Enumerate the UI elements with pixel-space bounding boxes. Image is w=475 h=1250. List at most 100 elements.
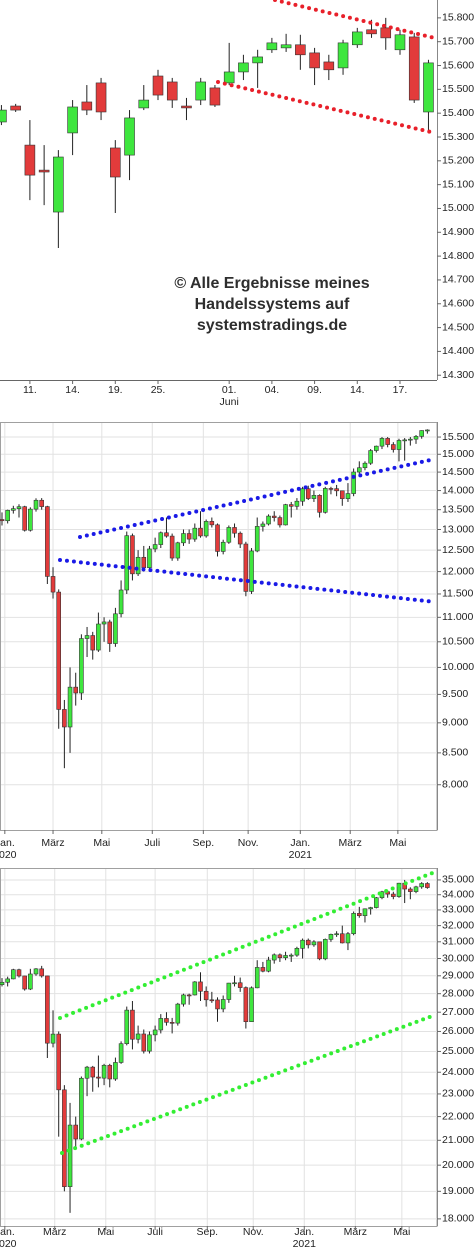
y-tick-label: 10.000	[442, 661, 474, 673]
y-tick-label: 35.000	[442, 874, 474, 886]
candle-body	[277, 954, 283, 959]
candle-body	[334, 488, 339, 492]
candle-body	[110, 147, 121, 178]
candle-body	[130, 535, 135, 575]
candle-body	[396, 882, 402, 897]
candle-body	[408, 888, 413, 892]
x-tick-label: 19.	[108, 384, 123, 396]
y-tick-label: 21.000	[442, 1134, 474, 1146]
candle-body	[203, 521, 209, 537]
candle-body	[158, 532, 164, 545]
candle-body	[10, 105, 21, 111]
candle-body	[84, 635, 90, 639]
candle-body	[271, 515, 277, 518]
y-tick-label: 15.000	[442, 202, 474, 214]
candle-body	[198, 527, 203, 537]
candle-body	[328, 488, 334, 490]
candle-body	[175, 1003, 181, 1024]
candle-body	[352, 31, 363, 46]
candle-body	[260, 967, 266, 972]
y-tick-label: 14.700	[442, 274, 474, 286]
candle-body	[368, 450, 373, 464]
x-tick-label: Nov.	[238, 837, 259, 849]
candle-body	[322, 939, 328, 960]
y-tick-label: 14.500	[442, 321, 474, 333]
candle-body	[192, 981, 198, 996]
candle-body	[28, 973, 33, 990]
candle-body	[295, 44, 306, 56]
candle-body	[28, 508, 33, 531]
candle-body	[374, 897, 379, 908]
y-tick-label: 15.500	[442, 83, 474, 95]
candle-body	[260, 523, 266, 527]
candle-body	[220, 999, 226, 1010]
candles	[0, 429, 430, 769]
candle-body	[215, 524, 220, 552]
candle-body	[357, 913, 362, 917]
x-tick-label: Jan.	[290, 837, 310, 849]
candle-body	[288, 954, 294, 957]
candle-body	[24, 144, 36, 176]
candle-body	[39, 968, 44, 977]
candle-body	[45, 506, 50, 577]
candle-body	[254, 526, 260, 552]
y-tick-label: 32.000	[442, 919, 474, 931]
candle-body	[135, 556, 141, 575]
y-tick-label: 14.000	[442, 484, 474, 496]
candle-body	[11, 969, 16, 980]
candle-body	[158, 1018, 164, 1031]
candle-body	[147, 1034, 152, 1052]
candle-body	[368, 907, 373, 910]
candle-body	[209, 521, 215, 526]
candle-body	[33, 968, 39, 975]
candle-body	[323, 61, 335, 71]
candle-body	[226, 982, 232, 1000]
candle-body	[396, 440, 402, 450]
candle-body	[266, 515, 271, 525]
candle-body	[280, 44, 292, 49]
candle-body	[419, 430, 424, 437]
y-tick-label: 19.000	[442, 1185, 474, 1197]
x-tick-label: Mai	[97, 1226, 114, 1238]
x-tick-label: 01.	[222, 384, 237, 396]
candle-body	[362, 462, 368, 469]
x-tick-label: März	[41, 837, 64, 849]
candle-body	[249, 987, 254, 1023]
candle-body	[124, 1009, 130, 1044]
candle-body	[118, 589, 124, 615]
candles	[0, 17, 434, 249]
candle-body	[283, 504, 288, 526]
candle-body	[181, 105, 192, 109]
candle-body	[16, 506, 22, 509]
trend-line	[58, 558, 437, 604]
y-tick-label: 15.600	[442, 59, 474, 71]
candle-body	[337, 42, 349, 69]
trend-line	[216, 80, 437, 135]
candle-body	[186, 533, 192, 540]
candle-body	[152, 544, 158, 550]
candle-body	[67, 1124, 73, 1187]
x-tick-label: 14.	[65, 384, 80, 396]
candle-body	[366, 29, 377, 35]
x-tick-label: Nov.	[243, 1226, 264, 1238]
candle-body	[232, 527, 237, 534]
watermark: © Alle Ergebnisse meines	[174, 275, 369, 292]
candle-body	[328, 934, 334, 940]
y-tick-label: 13.000	[442, 523, 474, 535]
candle-body	[238, 62, 249, 73]
y-tick-label: 9.500	[442, 688, 468, 700]
candle-body	[11, 508, 16, 511]
candle-body	[266, 42, 278, 51]
x-tick-label: 17.	[393, 384, 408, 396]
candle-body	[96, 623, 101, 651]
candle-body	[166, 81, 178, 101]
y-tick-label: 18.000	[442, 1213, 474, 1225]
candle-body	[271, 954, 277, 961]
plot-frame	[0, 422, 438, 831]
y-tick-label: 15.200	[442, 155, 474, 167]
y-tick-label: 13.500	[442, 503, 474, 515]
x-tick-label: 04.	[265, 384, 280, 396]
candle-body	[425, 429, 430, 432]
candle-body	[169, 535, 175, 559]
